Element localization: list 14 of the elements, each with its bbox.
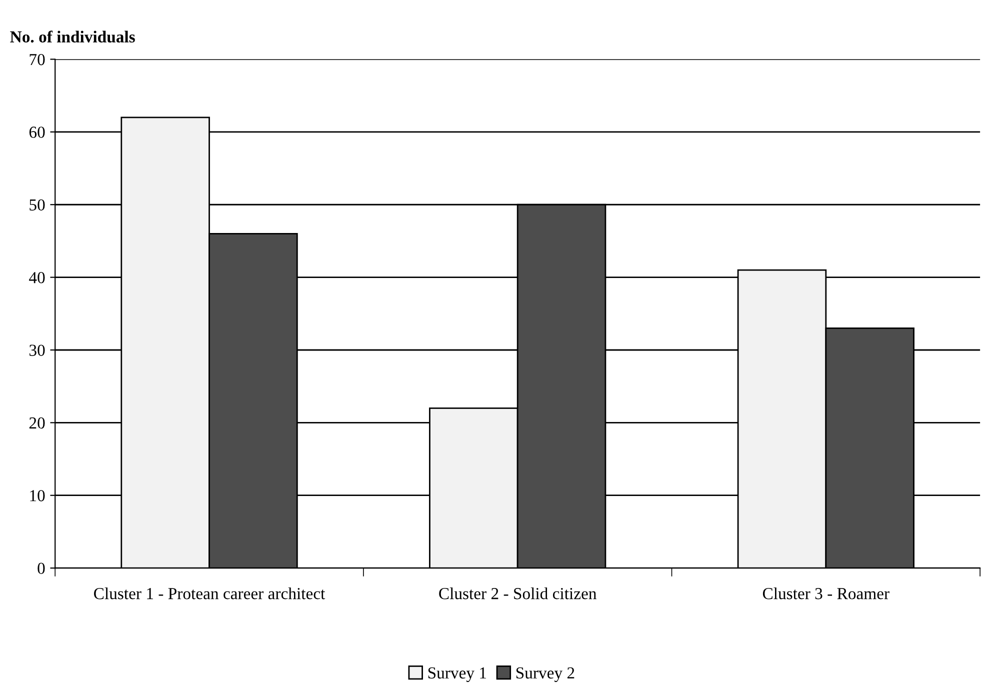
legend-label: Survey 1 xyxy=(428,667,486,682)
x-tick-label: Cluster 2 - Solid citizen xyxy=(439,588,596,600)
y-tick-label: 0 xyxy=(38,562,45,574)
x-tick-label: Cluster 3 - Roamer xyxy=(762,588,890,600)
y-tick-label: 50 xyxy=(30,199,45,211)
y-tick-label: 40 xyxy=(29,272,45,284)
y-axis-title: No. of individuals xyxy=(10,30,135,43)
x-tick-label: Cluster 1 - Protean career architect xyxy=(94,588,326,600)
y-tick-label: 30 xyxy=(30,344,45,356)
y-tick-label: 70 xyxy=(30,54,45,66)
y-tick-label: 20 xyxy=(29,417,45,429)
legend-label: Survey 2 xyxy=(516,667,574,682)
y-tick-label: 10 xyxy=(30,490,45,502)
y-tick-label: 60 xyxy=(29,126,45,138)
